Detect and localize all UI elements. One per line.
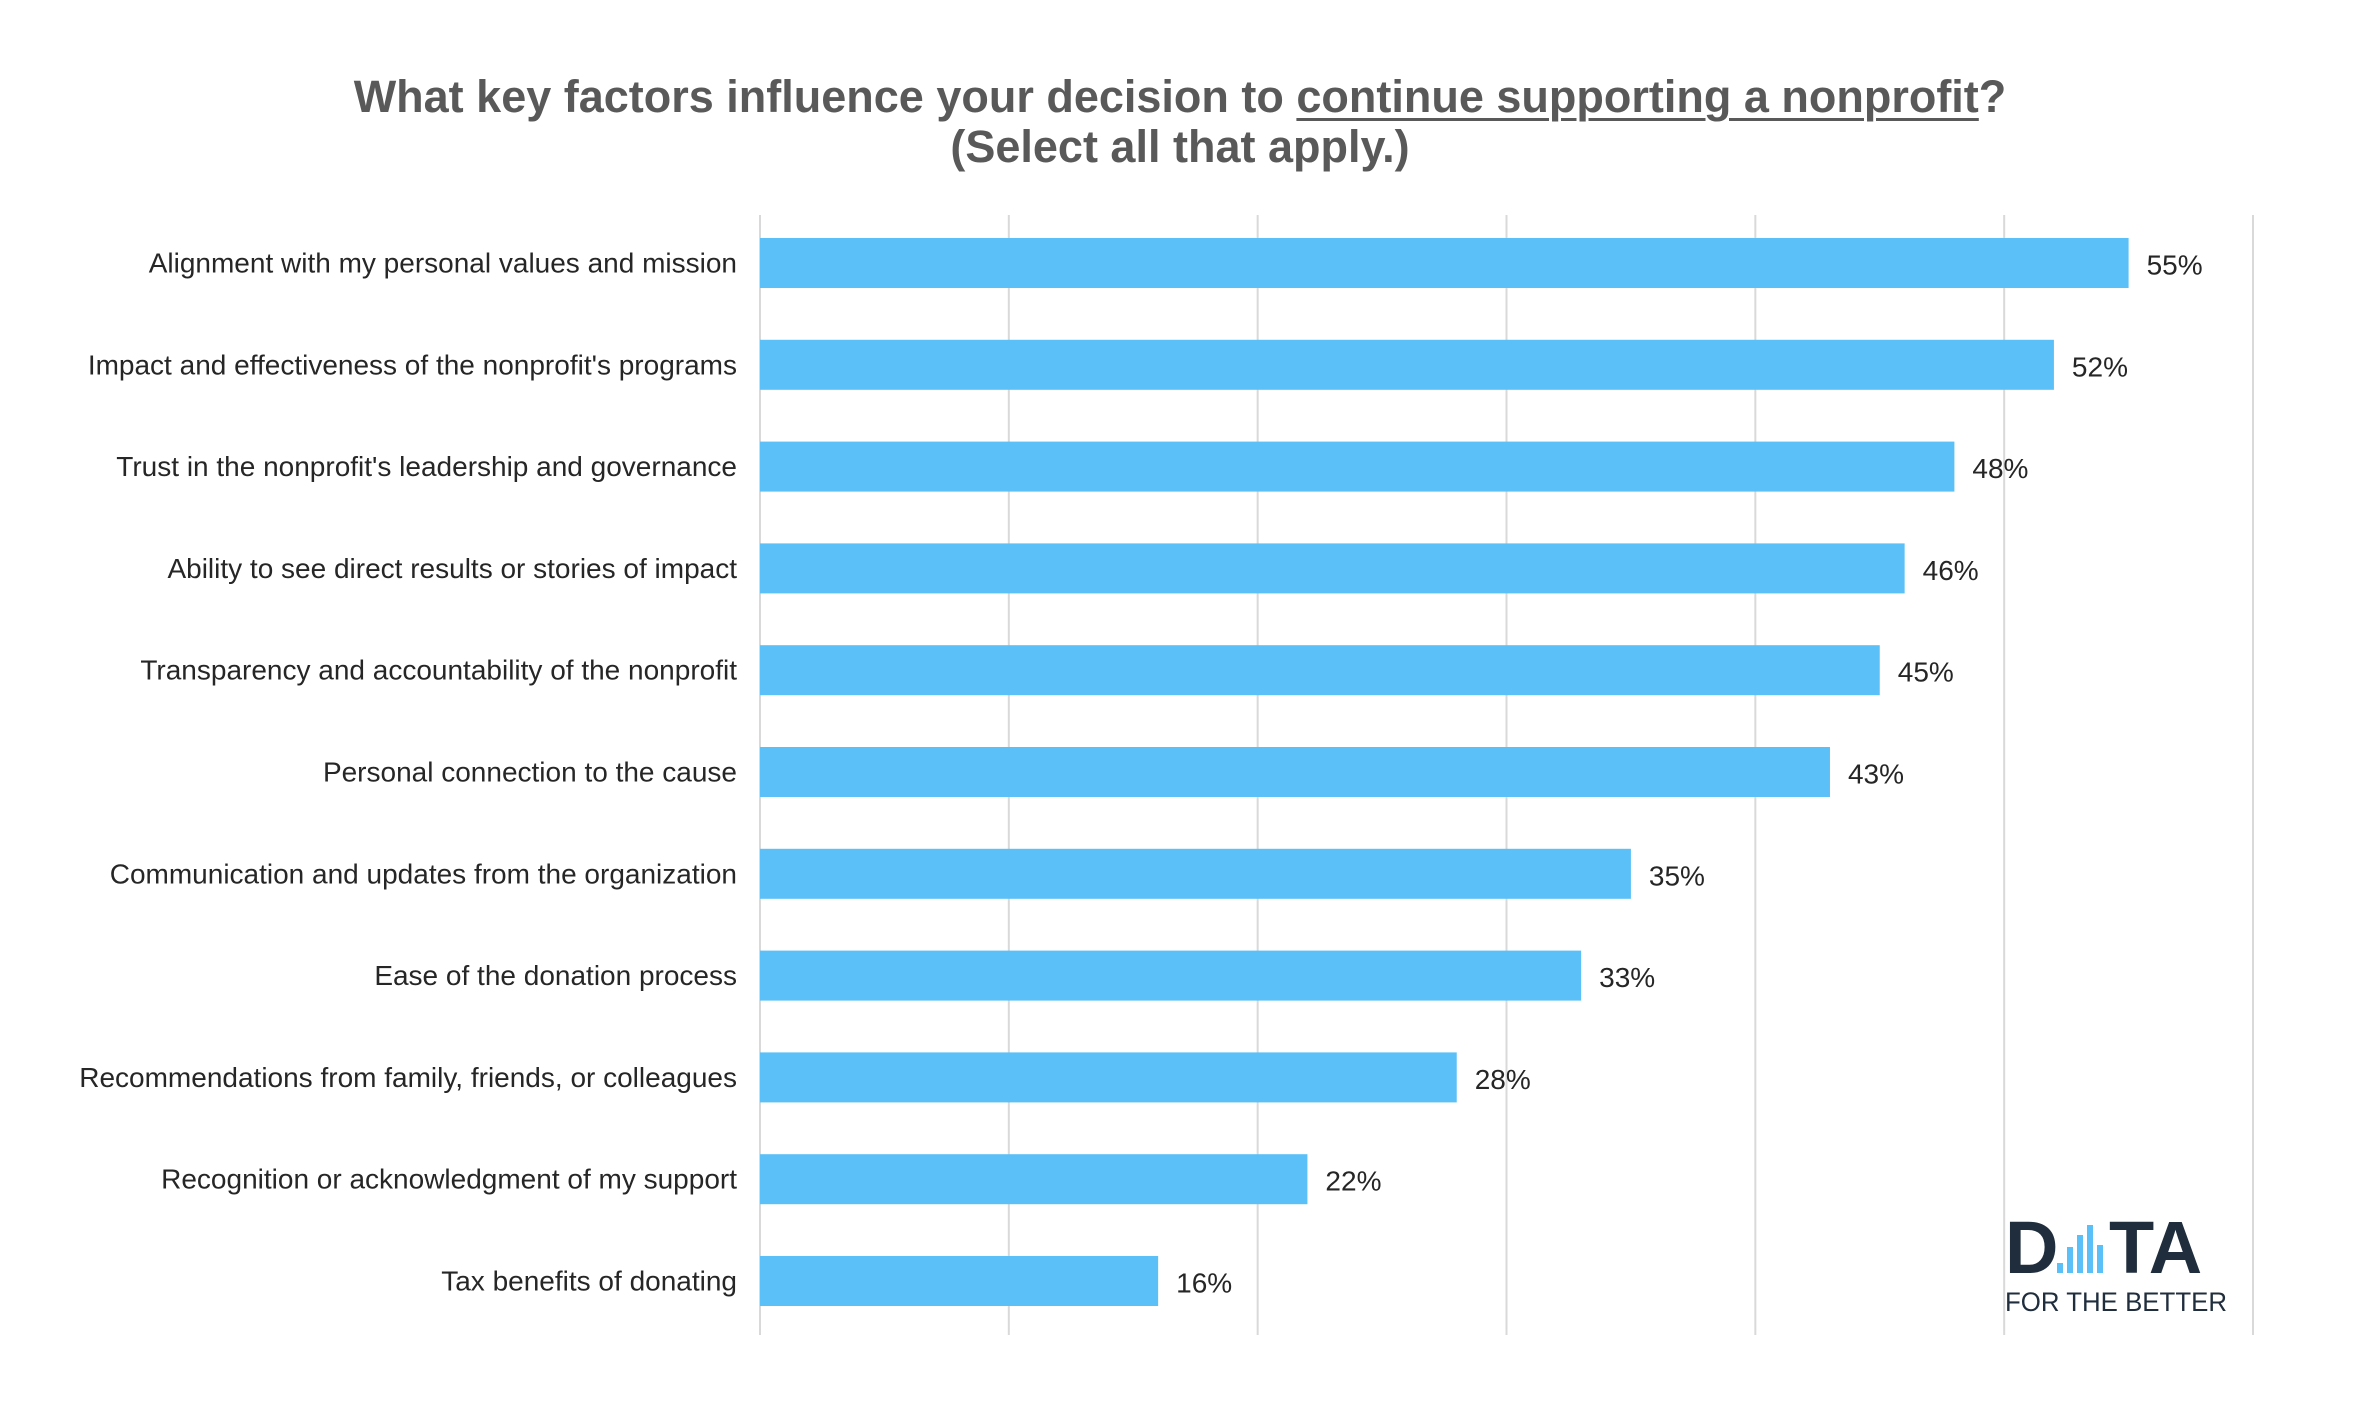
value-label: 46% (1923, 555, 1979, 586)
chart-title-line1: What key factors influence your decision… (0, 72, 2360, 122)
category-label: Tax benefits of donating (441, 1266, 737, 1297)
category-label: Impact and effectiveness of the nonprofi… (88, 349, 737, 380)
category-label: Personal connection to the cause (323, 757, 737, 788)
logo-bar (2087, 1225, 2093, 1273)
bar (760, 645, 1880, 696)
bar (760, 950, 1582, 1001)
value-label: 35% (1649, 860, 1705, 891)
value-label: 16% (1176, 1268, 1232, 1299)
chart-title-prefix: What key factors influence your decision… (353, 71, 1297, 122)
value-label: 55% (2147, 250, 2203, 281)
logo-tagline: FOR THE BETTER (2005, 1287, 2227, 1317)
data-for-the-better-logo: D TA FOR THE BETTER (2005, 1206, 2227, 1317)
value-labels: 55% 52% 48% 46% 45% 43% 35% 33% 28% 22% 16% (1176, 250, 2202, 1299)
value-label: 22% (1325, 1166, 1381, 1197)
value-label: 43% (1848, 759, 1904, 790)
value-label: 33% (1599, 962, 1655, 993)
category-label: Trust in the nonprofit's leadership and … (116, 451, 737, 482)
category-label: Recognition or acknowledgment of my supp… (161, 1164, 737, 1195)
category-label: Transparency and accountability of the n… (140, 655, 737, 686)
bar (760, 339, 2054, 390)
bar (760, 543, 1905, 594)
chart-title-suffix: ? (1978, 71, 2007, 122)
bar (760, 441, 1955, 492)
chart-title: What key factors influence your decision… (0, 72, 2360, 172)
logo-bar (2067, 1247, 2073, 1273)
value-label: 48% (1972, 453, 2028, 484)
chart-title-emphasis: continue supporting a nonprofit (1296, 71, 1979, 122)
bar (760, 238, 2129, 288)
category-labels: Alignment with my personal values and mi… (79, 248, 737, 1297)
chart-title-line2: (Select all that apply.) (950, 121, 1410, 172)
bar (760, 747, 1830, 797)
value-label: 52% (2072, 351, 2128, 382)
bar (760, 1154, 1308, 1205)
logo-letter-d: D (2005, 1206, 2058, 1289)
value-label: 28% (1475, 1064, 1531, 1095)
bar (760, 1052, 1457, 1103)
bar (760, 1256, 1159, 1306)
logo-letters-ta: TA (2109, 1206, 2202, 1289)
logo-bar (2097, 1245, 2103, 1273)
category-label: Ease of the donation process (374, 960, 737, 991)
category-label: Recommendations from family, friends, or… (79, 1062, 737, 1093)
category-label: Communication and updates from the organ… (110, 858, 737, 889)
logo-bar (2057, 1263, 2063, 1273)
logo-bar (2077, 1235, 2083, 1273)
bars (760, 238, 2129, 1306)
bar (760, 848, 1631, 899)
category-label: Alignment with my personal values and mi… (149, 248, 737, 279)
category-label: Ability to see direct results or stories… (167, 553, 737, 584)
value-label: 45% (1898, 657, 1954, 688)
